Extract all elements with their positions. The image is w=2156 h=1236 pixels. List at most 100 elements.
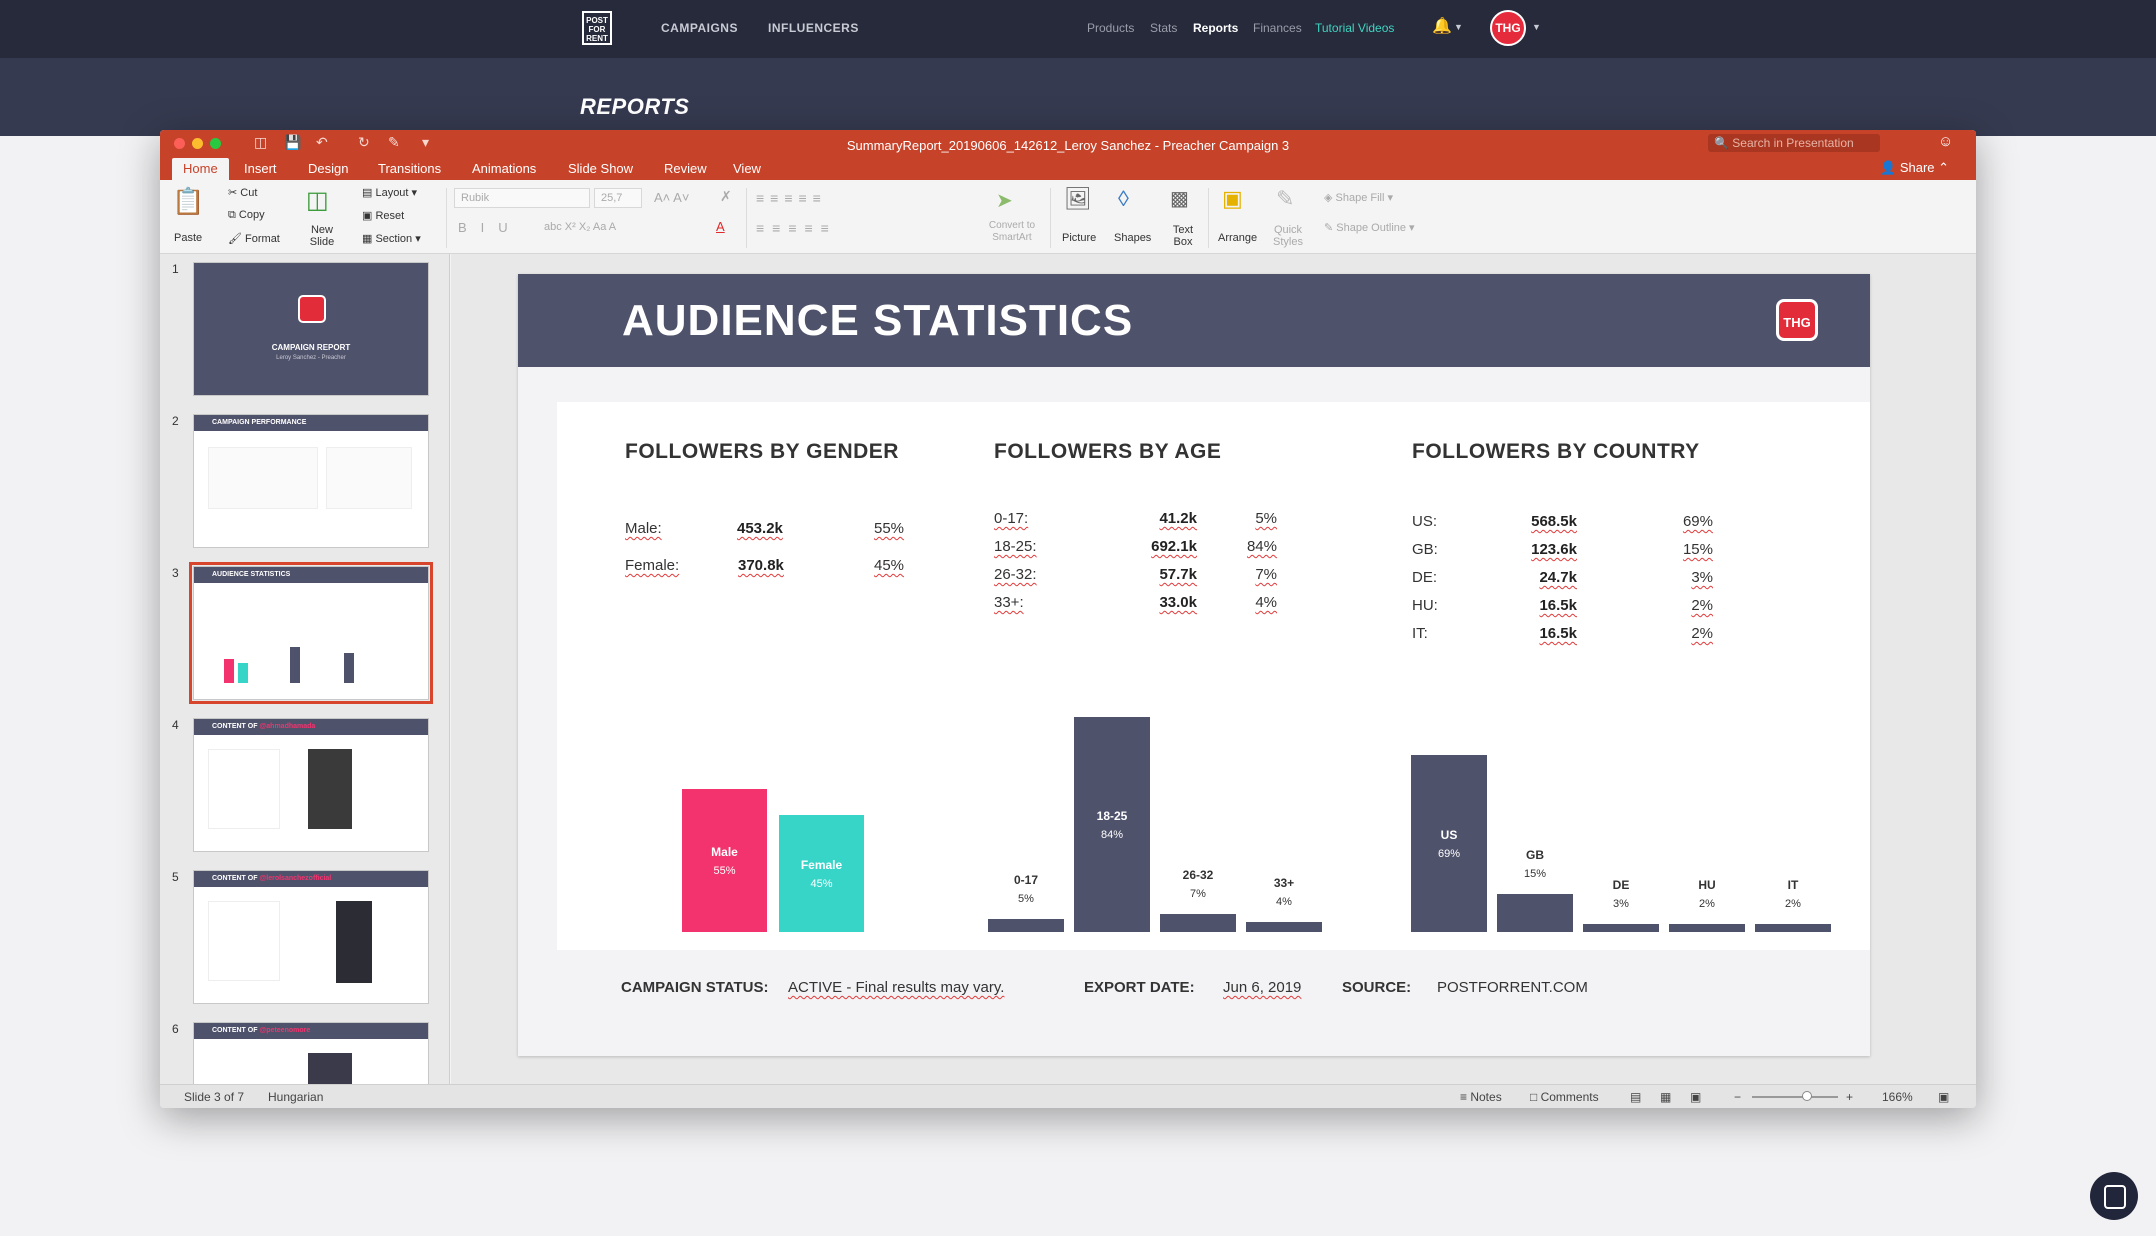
close-window-button[interactable] [174, 138, 185, 149]
shapes-icon[interactable]: ◊ [1118, 186, 1129, 211]
tab-slide-show[interactable]: Slide Show [568, 161, 634, 176]
avatar[interactable]: THG [1490, 10, 1526, 46]
chevron-down-icon[interactable]: ▼ [1454, 22, 1463, 32]
slide-canvas[interactable]: AUDIENCE STATISTICS THG FOLLOWERS BY GEN… [451, 254, 1976, 1084]
nav-campaigns[interactable]: CAMPAIGNS [661, 21, 738, 35]
share-button[interactable]: 👤 Share ⌃ [1880, 160, 1950, 175]
shape-fill-button[interactable]: ◈ Shape Fill ▾ [1324, 192, 1394, 204]
minimize-window-button[interactable] [192, 138, 203, 149]
picture-button[interactable]: Picture [1062, 232, 1097, 244]
zoom-out-button[interactable]: − [1734, 1090, 1742, 1104]
shape-outline-button[interactable]: ✎ Shape Outline ▾ [1324, 222, 1415, 234]
format-label: Format [245, 233, 280, 245]
tab-insert[interactable]: Insert [244, 161, 277, 176]
country-pct: 15% [1682, 541, 1713, 558]
tab-transitions[interactable]: Transitions [378, 161, 442, 176]
text-format-buttons[interactable]: BIU [458, 220, 522, 235]
strikethrough-button[interactable]: abc X² X₂ Aa A [544, 221, 617, 233]
maximize-window-button[interactable] [210, 138, 221, 149]
thumb-box [208, 749, 280, 829]
nav-stats[interactable]: Stats [1150, 21, 1178, 35]
slide[interactable]: AUDIENCE STATISTICS THG FOLLOWERS BY GEN… [518, 274, 1870, 1056]
tab-review[interactable]: Review [664, 161, 707, 176]
zoom-in-button[interactable]: + [1846, 1090, 1854, 1104]
font-name-select[interactable]: Rubik [454, 188, 590, 208]
present-icon[interactable]: ✎ [388, 134, 400, 150]
nav-finances[interactable]: Finances [1253, 21, 1302, 35]
font-size-buttons[interactable]: A˄ A˅ [654, 190, 690, 205]
picture-icon[interactable]: 🖼 [1064, 186, 1092, 211]
chart-bar-label: HU [1698, 878, 1716, 892]
zoom-level[interactable]: 166% [1882, 1090, 1913, 1104]
slide-thumbnail-6[interactable]: CONTENT OF @peteenomore [193, 1022, 429, 1084]
nav-products[interactable]: Products [1087, 21, 1135, 35]
convert-smartart-button[interactable]: Convert to SmartArt [988, 220, 1036, 243]
new-slide-icon[interactable]: ◫ [306, 187, 329, 214]
redo-icon[interactable]: ↻ [358, 134, 370, 150]
slide-thumbnails-panel[interactable]: 1 CAMPAIGN REPORT Leroy Sanchez - Preach… [160, 254, 450, 1084]
language-indicator[interactable]: Hungarian [268, 1090, 324, 1104]
postforrent-logo[interactable]: POST FOR RENT [582, 11, 612, 45]
notes-button[interactable]: ≡ Notes [1460, 1090, 1502, 1104]
format-painter-button[interactable]: 🖌 Format [228, 233, 280, 245]
normal-view-icon[interactable]: ▤ [1630, 1090, 1642, 1104]
nav-tutorial-videos[interactable]: Tutorial Videos [1315, 21, 1395, 35]
shapes-button[interactable]: Shapes [1114, 232, 1152, 244]
slide-thumbnail-5[interactable]: CONTENT OF @lerolsanchezofficial [193, 870, 429, 1004]
zoom-slider[interactable] [1752, 1096, 1838, 1098]
font-color-button[interactable]: A [716, 219, 725, 234]
slide-title[interactable]: AUDIENCE STATISTICS [622, 296, 1134, 345]
slide-sorter-icon[interactable]: ▦ [1660, 1090, 1672, 1104]
paste-button[interactable]: Paste [174, 232, 203, 244]
fit-slide-icon[interactable]: ▣ [1938, 1090, 1950, 1104]
window-title: SummaryReport_20190606_142612_Leroy Sanc… [846, 138, 1290, 153]
clipboard-icon[interactable]: 📋 [172, 186, 205, 216]
tab-home[interactable]: Home [172, 158, 229, 180]
reset-button[interactable]: ▣ Reset [362, 210, 405, 222]
chart-bar-label: 0-17 [1013, 873, 1039, 888]
text-box-icon[interactable]: ▩ [1170, 188, 1189, 210]
slide-thumbnail-4[interactable]: CONTENT OF @ahmadhamada [193, 718, 429, 852]
comments-button[interactable]: □ Comments [1530, 1090, 1599, 1104]
text-box-button[interactable]: Text Box [1172, 224, 1194, 248]
arrange-button[interactable]: Arrange [1218, 232, 1258, 244]
chart-bar-percent: 2% [1785, 898, 1801, 910]
cut-button[interactable]: ✂ Cut [228, 187, 258, 199]
stats-card[interactable]: FOLLOWERS BY GENDER Male: 453.2k 55% Fem… [557, 402, 1870, 950]
arrange-icon[interactable]: ▣ [1222, 186, 1243, 211]
age-label: 0-17: [994, 510, 1029, 527]
undo-icon[interactable]: ↶ [316, 134, 328, 150]
bell-icon[interactable]: 🔔 [1432, 18, 1452, 35]
list-buttons[interactable]: ≡≡≡≡≡ [756, 190, 827, 206]
feedback-smiley-icon[interactable]: ☺ [1938, 133, 1954, 150]
slide-thumbnail-3[interactable]: AUDIENCE STATISTICS [189, 562, 433, 704]
section-button[interactable]: ▦ Section ▾ [362, 233, 421, 245]
quick-styles-icon[interactable]: ✎ [1276, 186, 1295, 211]
save-icon[interactable]: 💾 [284, 134, 302, 150]
page-title: REPORTS [580, 94, 690, 119]
reading-view-icon[interactable]: ▣ [1690, 1090, 1702, 1104]
slide-thumbnail-2[interactable]: CAMPAIGN PERFORMANCE [193, 414, 429, 548]
chevron-down-icon[interactable]: ▼ [1532, 22, 1541, 32]
customize-toolbar-icon[interactable]: ▾ [422, 134, 430, 150]
sidebar-toggle-icon[interactable]: ◫ [254, 134, 268, 150]
nav-reports[interactable]: Reports [1193, 21, 1239, 35]
align-buttons[interactable]: ≡≡≡≡≡ [756, 220, 837, 236]
tab-animations[interactable]: Animations [472, 161, 537, 176]
chat-support-button[interactable] [2090, 1172, 2138, 1220]
age-label: 18-25: [994, 538, 1037, 555]
slide-thumbnail-1[interactable]: CAMPAIGN REPORT Leroy Sanchez - Preacher [193, 262, 429, 396]
new-slide-button[interactable]: New Slide [309, 224, 335, 248]
window-titlebar: ◫ 💾 ↶ ↻ ✎ ▾ SummaryReport_20190606_14261… [160, 130, 1976, 180]
tab-design[interactable]: Design [308, 161, 349, 176]
quick-styles-button[interactable]: Quick Styles [1273, 224, 1303, 248]
copy-button[interactable]: ⧉ Copy [228, 209, 265, 221]
font-size-select[interactable]: 25,7 [594, 188, 642, 208]
clear-format-icon[interactable]: ✗ [720, 188, 732, 204]
search-input[interactable]: 🔍 Search in Presentation [1708, 134, 1880, 152]
nav-influencers[interactable]: INFLUENCERS [768, 21, 859, 35]
zoom-slider-handle[interactable] [1802, 1091, 1812, 1101]
layout-button[interactable]: ▤ Layout ▾ [362, 187, 418, 199]
smartart-icon[interactable]: ➤ [996, 190, 1013, 212]
tab-view[interactable]: View [733, 161, 761, 176]
